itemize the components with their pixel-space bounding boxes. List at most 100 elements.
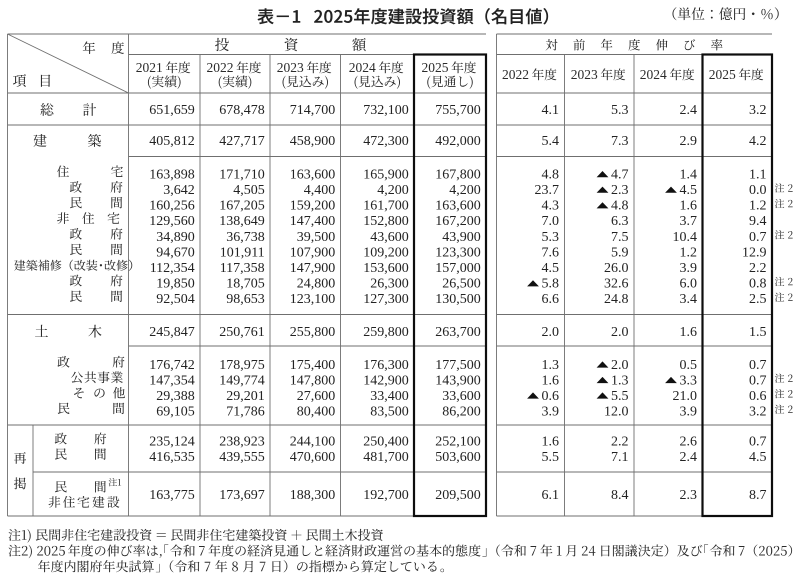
svg-text:7.3: 7.3 bbox=[611, 134, 629, 149]
svg-text:2.0: 2.0 bbox=[542, 325, 560, 340]
svg-text:714,700: 714,700 bbox=[290, 103, 336, 118]
svg-text:2.9: 2.9 bbox=[680, 134, 698, 149]
svg-text:5.3: 5.3 bbox=[611, 103, 629, 118]
svg-text:21.0: 21.0 bbox=[673, 389, 698, 404]
svg-text:18,705: 18,705 bbox=[226, 277, 265, 292]
svg-text:69,105: 69,105 bbox=[156, 404, 195, 419]
svg-text:2.4: 2.4 bbox=[680, 450, 698, 465]
svg-text:1.6: 1.6 bbox=[542, 373, 560, 388]
svg-text:7.5: 7.5 bbox=[611, 230, 629, 245]
svg-text:32.6: 32.6 bbox=[604, 277, 629, 292]
svg-text:98,653: 98,653 bbox=[226, 292, 265, 307]
svg-text:0.6: 0.6 bbox=[749, 389, 767, 404]
svg-text:3.3: 3.3 bbox=[680, 373, 698, 388]
svg-text:138,649: 138,649 bbox=[219, 214, 265, 229]
svg-text:163,898: 163,898 bbox=[149, 167, 195, 182]
svg-text:163,775: 163,775 bbox=[149, 488, 195, 503]
svg-text:176,300: 176,300 bbox=[363, 358, 409, 373]
svg-text:439,555: 439,555 bbox=[219, 450, 265, 465]
svg-text:36,738: 36,738 bbox=[226, 230, 265, 245]
svg-text:5.5: 5.5 bbox=[611, 389, 629, 404]
svg-text:175,400: 175,400 bbox=[290, 358, 336, 373]
svg-text:2021: 2021 bbox=[136, 60, 163, 75]
svg-text:255,800: 255,800 bbox=[290, 325, 336, 340]
svg-text:71,786: 71,786 bbox=[226, 404, 265, 419]
svg-text:4.2: 4.2 bbox=[749, 134, 767, 149]
svg-text:157,000: 157,000 bbox=[435, 261, 481, 276]
svg-text:3.9: 3.9 bbox=[542, 404, 560, 419]
svg-text:6.3: 6.3 bbox=[611, 214, 629, 229]
svg-text:2.3: 2.3 bbox=[680, 488, 698, 503]
svg-text:5.9: 5.9 bbox=[611, 245, 629, 260]
svg-text:29,388: 29,388 bbox=[156, 389, 195, 404]
svg-text:4.7: 4.7 bbox=[611, 167, 629, 182]
svg-text:34,890: 34,890 bbox=[156, 230, 195, 245]
svg-text:0.7: 0.7 bbox=[749, 230, 767, 245]
svg-text:1.6: 1.6 bbox=[680, 199, 698, 214]
svg-text:123,300: 123,300 bbox=[435, 245, 481, 260]
svg-text:4,200: 4,200 bbox=[449, 183, 481, 198]
svg-text:1.3: 1.3 bbox=[542, 358, 560, 373]
svg-text:12.0: 12.0 bbox=[604, 404, 629, 419]
svg-text:2.0: 2.0 bbox=[611, 358, 629, 373]
svg-text:0.7: 0.7 bbox=[749, 373, 767, 388]
svg-text:2.0: 2.0 bbox=[611, 325, 629, 340]
svg-text:127,300: 127,300 bbox=[363, 292, 409, 307]
svg-text:1.6: 1.6 bbox=[542, 435, 560, 450]
svg-text:8.4: 8.4 bbox=[611, 488, 629, 503]
svg-text:159,200: 159,200 bbox=[290, 199, 336, 214]
svg-text:2.5: 2.5 bbox=[749, 292, 767, 307]
svg-text:112,354: 112,354 bbox=[150, 261, 195, 276]
svg-text:4.5: 4.5 bbox=[749, 450, 767, 465]
svg-text:3.4: 3.4 bbox=[680, 292, 698, 307]
svg-text:26,500: 26,500 bbox=[442, 277, 481, 292]
svg-text:23.7: 23.7 bbox=[535, 183, 560, 198]
svg-text:2.3: 2.3 bbox=[611, 183, 629, 198]
svg-text:167,200: 167,200 bbox=[435, 214, 481, 229]
svg-text:252,100: 252,100 bbox=[435, 435, 481, 450]
svg-text:33,600: 33,600 bbox=[442, 389, 481, 404]
svg-text:152,800: 152,800 bbox=[363, 214, 409, 229]
svg-text:244,100: 244,100 bbox=[290, 435, 336, 450]
svg-text:147,800: 147,800 bbox=[290, 373, 336, 388]
svg-text:43,900: 43,900 bbox=[442, 230, 481, 245]
svg-text:177,500: 177,500 bbox=[435, 358, 481, 373]
svg-text:153,600: 153,600 bbox=[363, 261, 409, 276]
svg-text:0.7: 0.7 bbox=[749, 358, 767, 373]
svg-text:173,697: 173,697 bbox=[219, 488, 265, 503]
svg-text:163,600: 163,600 bbox=[435, 199, 481, 214]
svg-text:4.8: 4.8 bbox=[542, 167, 560, 182]
svg-text:238,923: 238,923 bbox=[219, 435, 265, 450]
svg-text:176,742: 176,742 bbox=[149, 358, 195, 373]
svg-text:4.1: 4.1 bbox=[542, 103, 560, 118]
svg-text:2022: 2022 bbox=[502, 67, 529, 82]
svg-text:427,717: 427,717 bbox=[219, 134, 265, 149]
svg-text:481,700: 481,700 bbox=[363, 450, 409, 465]
svg-text:250,400: 250,400 bbox=[363, 435, 409, 450]
svg-text:188,300: 188,300 bbox=[290, 488, 336, 503]
svg-text:1.4: 1.4 bbox=[680, 167, 698, 182]
svg-text:6.0: 6.0 bbox=[680, 277, 698, 292]
svg-text:4,505: 4,505 bbox=[233, 183, 265, 198]
svg-text:80,400: 80,400 bbox=[297, 404, 336, 419]
svg-text:458,900: 458,900 bbox=[290, 134, 336, 149]
svg-text:2024: 2024 bbox=[349, 60, 376, 75]
svg-text:1.6: 1.6 bbox=[680, 325, 698, 340]
svg-text:4.5: 4.5 bbox=[680, 183, 698, 198]
svg-text:167,800: 167,800 bbox=[435, 167, 481, 182]
svg-text:3.7: 3.7 bbox=[680, 214, 698, 229]
svg-text:107,900: 107,900 bbox=[290, 245, 336, 260]
svg-text:83,500: 83,500 bbox=[370, 404, 409, 419]
svg-text:12.9: 12.9 bbox=[742, 245, 767, 260]
svg-text:1.1: 1.1 bbox=[749, 167, 767, 182]
svg-text:9.4: 9.4 bbox=[749, 214, 767, 229]
svg-text:651,659: 651,659 bbox=[149, 103, 195, 118]
svg-text:160,256: 160,256 bbox=[149, 199, 195, 214]
svg-text:24.8: 24.8 bbox=[604, 292, 629, 307]
svg-text:2024: 2024 bbox=[640, 67, 667, 82]
svg-text:171,710: 171,710 bbox=[219, 167, 265, 182]
svg-text:4.5: 4.5 bbox=[542, 261, 560, 276]
svg-text:147,900: 147,900 bbox=[290, 261, 336, 276]
svg-text:5.5: 5.5 bbox=[542, 450, 560, 465]
svg-text:1.2: 1.2 bbox=[680, 245, 698, 260]
